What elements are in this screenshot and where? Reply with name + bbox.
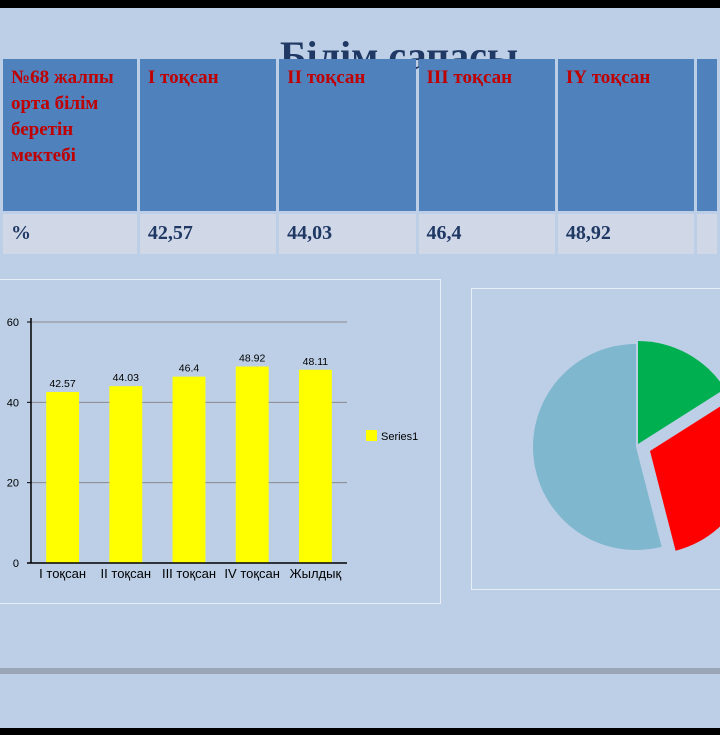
value-cell-q4: 48,92 [557,214,695,254]
bar-chart: 0 20 40 60 42.57 І тоқсан 44.03 ІІ тоқсан 46.4 ІІ… [7,317,419,581]
x-tick-label: ІV тоқсан [224,566,280,581]
table-row: % 42,57 44,03 46,4 48,92 [3,214,717,254]
pie-chart [533,341,720,551]
x-tick-label: Жылдық [290,566,342,581]
pie-slice [650,406,720,551]
value-cell-q2: 44,03 [279,214,416,254]
grades-table: №68 жалпы орта білім беретін мектебі І т… [0,56,720,257]
bottom-divider [0,668,720,674]
slide: Білім сапасы №68 жалпы орта білім береті… [0,8,720,728]
bar [46,392,80,563]
value-cell-q1: 42,57 [139,214,277,254]
bar [235,366,269,563]
x-tick-label: ІІ тоқсан [101,566,151,581]
pie-slice [638,341,720,444]
bar-data-label: 48.92 [239,353,265,365]
y-tick-label: 20 [7,478,19,490]
y-tick-label: 60 [7,317,19,329]
bar [172,376,206,563]
value-cell-q3: 46,4 [418,214,555,254]
bar-data-label: 48.11 [303,356,329,368]
legend-label: Series1 [381,431,418,443]
header-cell-school: №68 жалпы орта білім беретін мектебі [3,59,137,211]
header-cell-q4: ІҮ тоқсан [557,59,695,211]
pie-slice [533,344,662,550]
header-cell-q3: ІІІ тоқсан [418,59,555,211]
y-tick-label: 0 [13,558,19,570]
table-header-row: №68 жалпы орта білім беретін мектебі І т… [3,59,717,211]
bar [298,369,332,563]
pie-chart-panel [471,288,720,590]
bar [109,386,143,563]
value-cell-label: % [3,214,137,254]
legend-swatch [366,430,377,441]
bar-data-label: 46.4 [179,363,200,375]
x-tick-label: ІІІ тоқсан [162,566,216,581]
bar-data-label: 44.03 [113,372,139,384]
x-tick-label: І тоқсан [39,566,86,581]
value-cell-extra [697,214,717,254]
y-tick-label: 40 [7,397,19,409]
header-cell-q1: І тоқсан [139,59,277,211]
bar-chart-panel: 0 20 40 60 42.57 І тоқсан 44.03 ІІ тоқсан 46.4 ІІ… [0,279,441,604]
header-cell-q2: ІІ тоқсан [279,59,416,211]
bar-data-label: 42.57 [49,378,75,390]
header-cell-extra [697,59,717,211]
